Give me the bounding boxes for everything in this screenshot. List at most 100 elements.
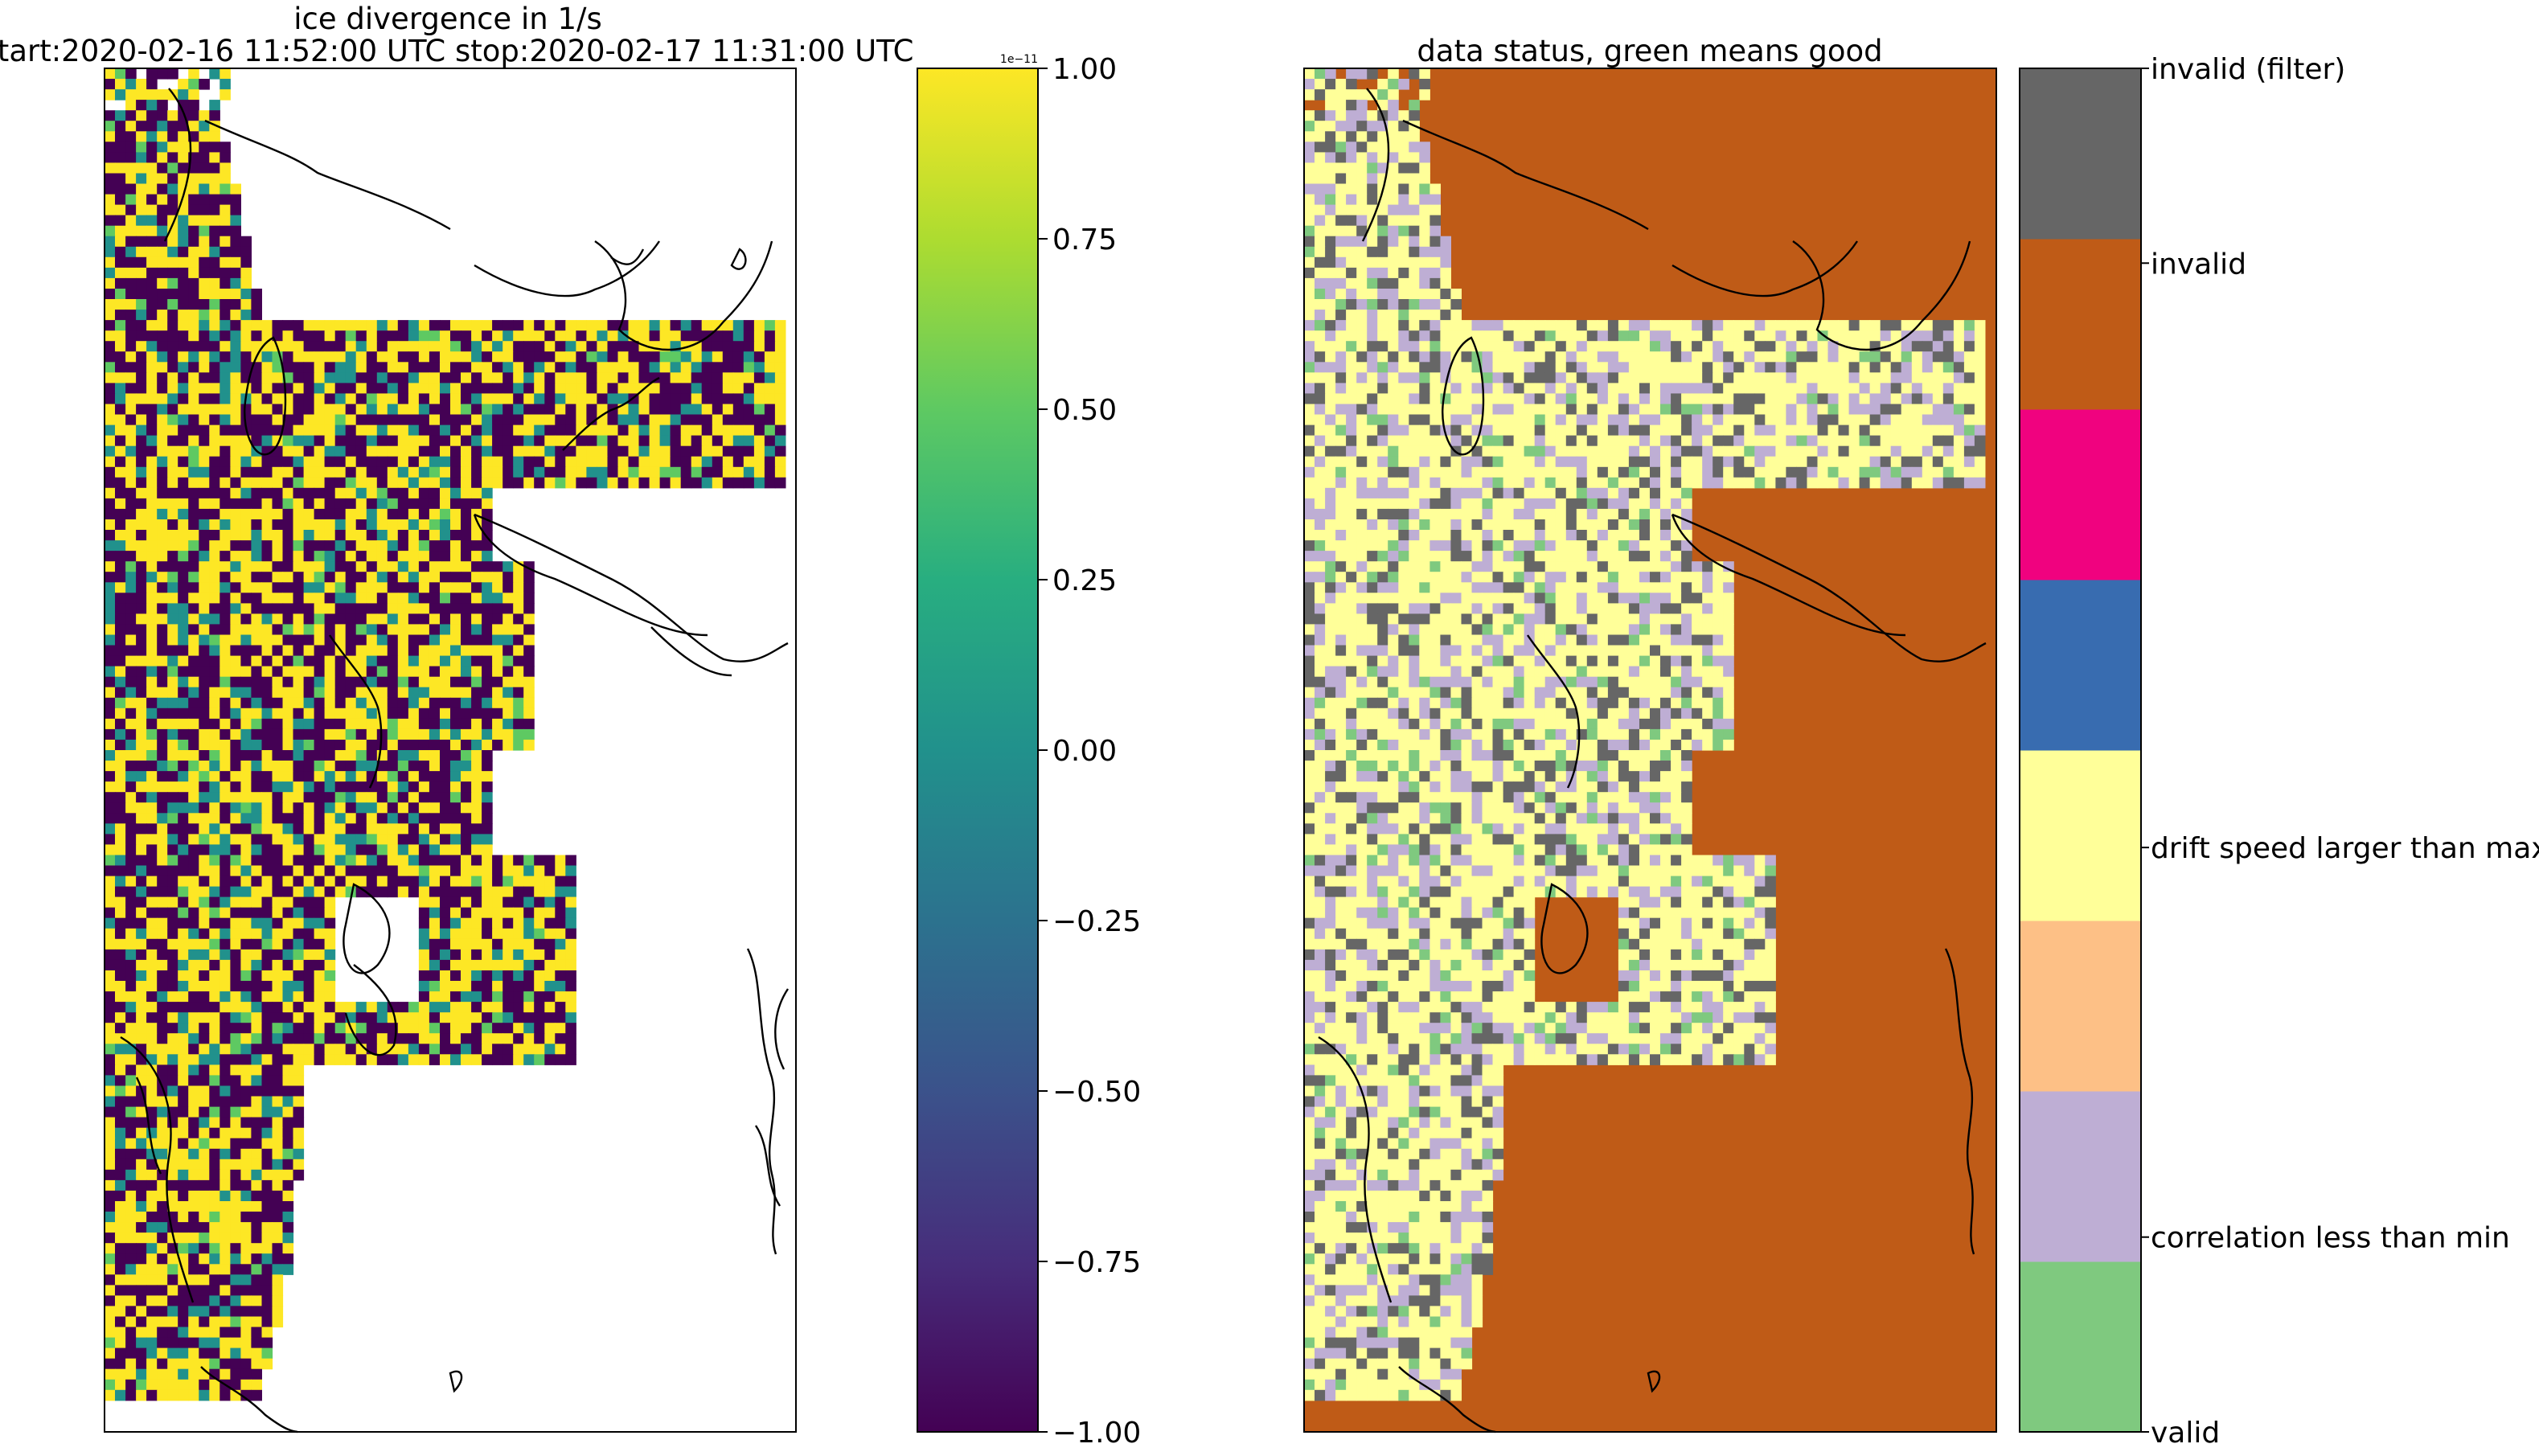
divergence-cell bbox=[576, 330, 587, 342]
divergence-cell bbox=[282, 1002, 294, 1013]
divergence-cell bbox=[355, 320, 367, 331]
status-cell bbox=[1356, 246, 1368, 258]
divergence-cell bbox=[240, 1285, 252, 1296]
divergence-cell bbox=[355, 781, 367, 793]
divergence-cell bbox=[555, 466, 566, 478]
divergence-cell bbox=[461, 351, 472, 363]
divergence-cell bbox=[303, 991, 315, 1003]
status-cell bbox=[1775, 404, 1786, 416]
divergence-cell bbox=[219, 593, 231, 604]
status-cell bbox=[1869, 404, 1881, 416]
divergence-cell bbox=[167, 424, 178, 437]
divergence-cell bbox=[178, 676, 189, 688]
divergence-cell bbox=[178, 1316, 189, 1328]
divergence-cell bbox=[282, 1190, 294, 1202]
divergence-cell bbox=[513, 959, 524, 971]
divergence-cell bbox=[418, 655, 430, 667]
divergence-cell bbox=[722, 435, 734, 447]
divergence-cell bbox=[355, 435, 367, 447]
divergence-cell bbox=[293, 383, 305, 394]
status-cell bbox=[1335, 131, 1347, 142]
divergence-cell bbox=[157, 728, 168, 740]
status-cell bbox=[1356, 131, 1368, 142]
divergence-cell bbox=[230, 991, 241, 1003]
divergence-cell bbox=[314, 561, 326, 572]
divergence-cell bbox=[565, 1002, 576, 1013]
divergence-cell bbox=[429, 624, 441, 635]
divergence-cell bbox=[219, 1264, 231, 1275]
divergence-cell bbox=[534, 362, 545, 373]
divergence-cell bbox=[482, 551, 493, 562]
divergence-cell bbox=[743, 372, 755, 383]
status-cell bbox=[1356, 330, 1368, 342]
divergence-cell bbox=[408, 519, 420, 531]
divergence-cell bbox=[513, 572, 524, 583]
divergence-cell bbox=[251, 823, 262, 835]
status-cell bbox=[1744, 351, 1755, 363]
divergence-cell bbox=[146, 383, 158, 394]
divergence-cell bbox=[105, 121, 116, 132]
divergence-cell bbox=[188, 666, 199, 678]
status-cell bbox=[1869, 393, 1881, 404]
status-cell bbox=[1315, 141, 1326, 153]
divergence-cell bbox=[167, 299, 178, 310]
divergence-cell bbox=[355, 761, 367, 772]
divergence-cell bbox=[136, 750, 147, 761]
status-cell bbox=[1963, 351, 1975, 363]
divergence-cell bbox=[125, 750, 137, 761]
divergence-cell bbox=[482, 813, 493, 824]
divergence-cell bbox=[376, 645, 388, 657]
divergence-cell bbox=[523, 582, 535, 593]
divergence-cell bbox=[418, 707, 430, 720]
divergence-cell bbox=[440, 341, 451, 352]
divergence-cell bbox=[199, 687, 210, 699]
status-cell bbox=[1388, 236, 1399, 248]
divergence-cell bbox=[188, 1033, 199, 1044]
divergence-cell bbox=[544, 445, 556, 457]
status-cell bbox=[1429, 183, 1441, 195]
divergence-cell bbox=[251, 1274, 262, 1286]
divergence-cell bbox=[188, 194, 199, 206]
divergence-cell bbox=[555, 330, 566, 342]
divergence-cell bbox=[397, 781, 409, 793]
divergence-cell bbox=[418, 624, 430, 635]
divergence-cell bbox=[105, 645, 116, 657]
divergence-cell bbox=[178, 634, 189, 646]
divergence-cell bbox=[178, 141, 189, 153]
divergence-cell bbox=[230, 896, 241, 908]
divergence-cells bbox=[105, 68, 786, 1401]
divergence-cell bbox=[136, 424, 147, 437]
divergence-cell bbox=[125, 613, 137, 625]
divergence-cell bbox=[282, 1044, 294, 1055]
divergence-cell bbox=[115, 508, 126, 520]
divergence-cell bbox=[272, 991, 284, 1003]
divergence-cell bbox=[282, 1264, 294, 1275]
divergence-cell bbox=[324, 330, 336, 342]
divergence-cell bbox=[219, 928, 231, 940]
status-cell bbox=[1409, 267, 1420, 279]
divergence-cell bbox=[314, 341, 326, 352]
divergence-cell bbox=[178, 445, 189, 457]
status-cell bbox=[1325, 256, 1336, 269]
divergence-cell bbox=[230, 435, 241, 447]
divergence-cell bbox=[691, 320, 703, 331]
divergence-cell bbox=[146, 1127, 158, 1139]
divergence-cell bbox=[219, 740, 231, 751]
divergence-cell bbox=[376, 834, 388, 845]
divergence-cell bbox=[115, 676, 126, 688]
status-cell bbox=[1586, 362, 1598, 373]
divergence-cell bbox=[209, 740, 220, 751]
divergence-cell bbox=[240, 792, 252, 803]
divergence-cell bbox=[209, 246, 220, 258]
status-cell bbox=[1429, 246, 1441, 258]
divergence-cell bbox=[471, 813, 482, 824]
divergence-cell bbox=[240, 1096, 252, 1108]
divergence-cell bbox=[366, 414, 378, 426]
divergence-cell bbox=[230, 1264, 241, 1275]
divergence-cell bbox=[136, 1358, 147, 1370]
divergence-cell bbox=[105, 634, 116, 646]
divergence-cell bbox=[188, 225, 199, 237]
divergence-cell bbox=[502, 707, 514, 720]
divergence-cell bbox=[471, 855, 482, 867]
divergence-cell bbox=[125, 372, 137, 383]
